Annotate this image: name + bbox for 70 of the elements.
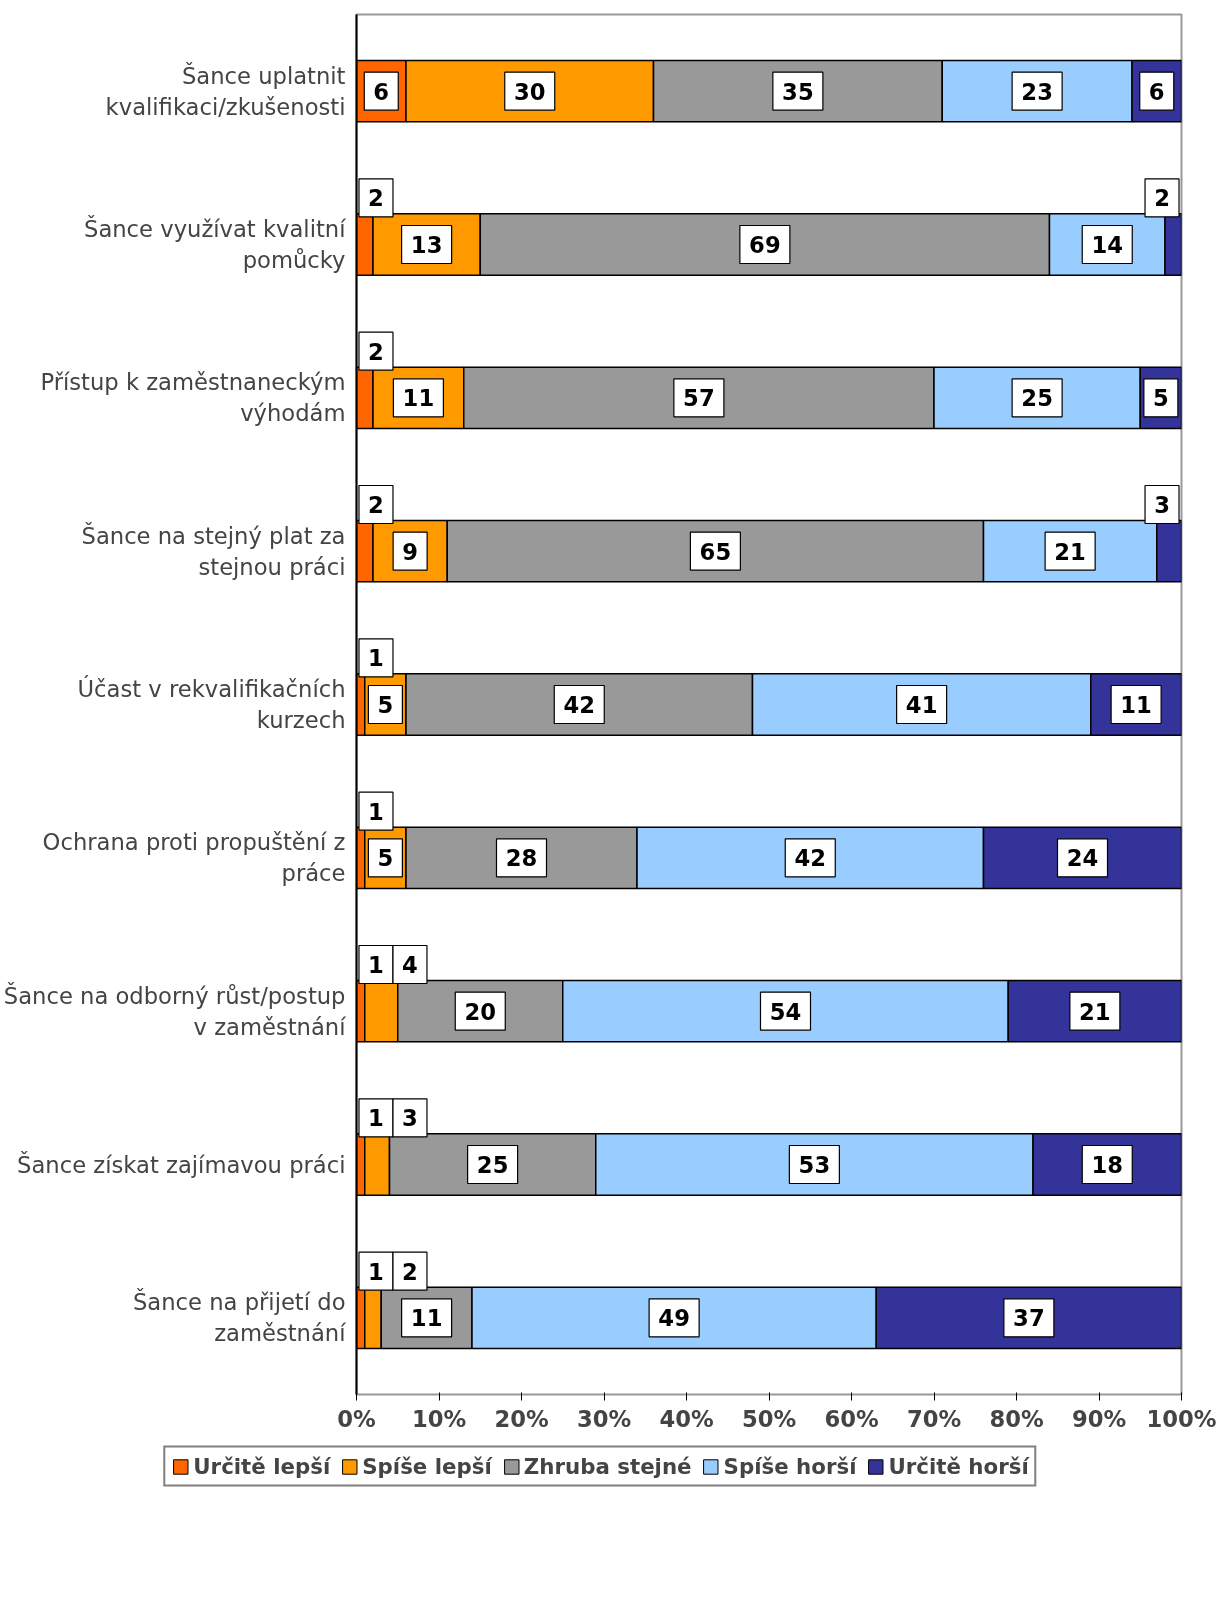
- data-label: 35: [782, 78, 814, 105]
- data-label: 11: [1120, 692, 1152, 718]
- data-label: 13: [410, 232, 443, 258]
- data-label: 30: [513, 78, 546, 105]
- legend-label: Určitě lepší: [193, 1453, 331, 1479]
- x-tick-label: 60%: [824, 1405, 879, 1432]
- data-label: 2: [368, 185, 384, 212]
- data-label: 49: [658, 1305, 690, 1332]
- data-label: 9: [402, 538, 419, 565]
- y-tick-label: Šance na přijetí do zaměstnání: [132, 1288, 347, 1347]
- data-label: 37: [1013, 1305, 1045, 1332]
- legend-label: Spíše horší: [723, 1453, 857, 1479]
- x-tick-label: 100%: [1146, 1405, 1216, 1432]
- data-label: 6: [373, 78, 390, 105]
- data-label: 57: [683, 385, 715, 412]
- data-label: 6: [1148, 78, 1165, 105]
- x-tick-label: 0%: [337, 1405, 376, 1432]
- data-label: 1: [368, 952, 384, 978]
- y-tick-label: Účast v rekvalifikačních kurzech: [77, 674, 346, 734]
- data-label: 21: [1079, 998, 1111, 1025]
- x-tick-label: 30%: [576, 1405, 632, 1432]
- data-label: 2: [368, 492, 384, 518]
- data-label: 25: [476, 1152, 509, 1178]
- data-label: 69: [749, 232, 781, 258]
- x-tick-label: 10%: [411, 1405, 467, 1432]
- legend-label: Spíše lepší: [362, 1453, 492, 1479]
- data-label: 11: [402, 385, 435, 412]
- data-label: 1: [368, 645, 384, 672]
- data-label: 41: [905, 692, 938, 718]
- data-label: 2: [1154, 185, 1170, 212]
- data-label: 25: [1021, 385, 1053, 412]
- y-tick-label: Šance na stejný plat za stejnou práci: [81, 521, 346, 580]
- data-label: 1: [368, 1105, 384, 1132]
- data-label: 28: [505, 845, 538, 872]
- x-tick-label: 20%: [494, 1405, 549, 1432]
- data-label: 65: [699, 538, 732, 565]
- x-tick-label: 50%: [741, 1405, 797, 1432]
- legend-label: Určitě horší: [888, 1453, 1029, 1479]
- y-tick-label: Šance využívat kvalitní pomůcky: [84, 214, 347, 274]
- y-tick-label: Přístup k zaměstnaneckým výhodám: [40, 369, 346, 427]
- data-label: 14: [1091, 232, 1124, 258]
- data-label: 21: [1054, 538, 1086, 565]
- data-label: 1: [368, 798, 384, 825]
- x-tick-label: 80%: [989, 1405, 1044, 1432]
- y-tick-label: Šance uplatnit kvalifikaci/zkušenosti: [105, 61, 346, 120]
- data-label: 53: [798, 1152, 831, 1178]
- data-label: 5: [1152, 385, 1169, 412]
- x-tick-label: 40%: [659, 1405, 714, 1432]
- data-label: 23: [1021, 78, 1053, 105]
- data-label: 4: [402, 952, 418, 978]
- data-label: 42: [563, 692, 596, 718]
- data-label: 54: [769, 998, 802, 1025]
- data-label: 1: [368, 1258, 384, 1285]
- data-label: 11: [410, 1305, 443, 1332]
- legend-label: Zhruba stejné: [523, 1453, 692, 1479]
- data-label: 42: [794, 845, 827, 872]
- data-label: 3: [402, 1105, 418, 1132]
- data-label: 5: [377, 845, 394, 872]
- data-label: 2: [368, 338, 384, 365]
- data-label: 5: [377, 692, 394, 718]
- y-tick-label: Ochrana proti propuštění z práce: [42, 829, 346, 887]
- data-label: 20: [464, 998, 497, 1025]
- y-tick-label: Šance získat zajímavou práci: [17, 1150, 346, 1178]
- data-label: 2: [402, 1258, 418, 1285]
- x-tick-label: 70%: [906, 1405, 962, 1432]
- data-label: 18: [1091, 1152, 1124, 1178]
- data-label: 24: [1066, 845, 1099, 872]
- y-tick-label: Šance na odborný růst/postup v zaměstnání: [3, 981, 347, 1040]
- x-tick-label: 90%: [1071, 1405, 1127, 1432]
- data-label: 3: [1154, 492, 1170, 518]
